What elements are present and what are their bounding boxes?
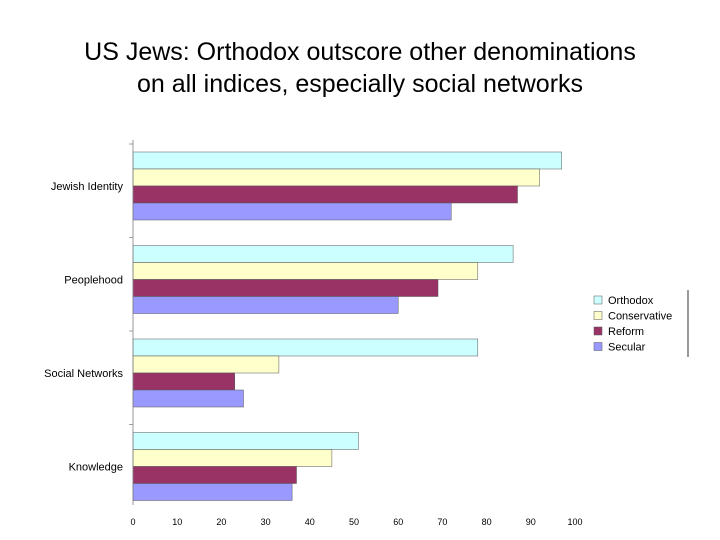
bar-jewish-identity-orthodox	[132, 151, 562, 170]
bar-knowledge-secular	[132, 483, 293, 501]
bar-peoplehood-secular	[132, 296, 399, 314]
bar-knowledge-conservative	[132, 449, 333, 467]
x-tick-label-50: 50	[349, 517, 359, 527]
category-label-peoplehood: Peoplehood	[64, 275, 123, 287]
x-tick-label-20: 20	[216, 517, 226, 527]
x-tick-label-60: 60	[393, 517, 403, 527]
bar-peoplehood-reform	[132, 279, 439, 297]
x-tick-label-30: 30	[261, 517, 271, 527]
x-tick-label-80: 80	[482, 517, 492, 527]
bar-social-networks-conservative	[132, 355, 280, 374]
bar-peoplehood-orthodox	[132, 245, 514, 263]
x-tick-label-70: 70	[437, 517, 447, 527]
x-tick-label-40: 40	[305, 517, 315, 527]
x-axis-ticks: 0 10 20 30 40 50 60 70 80 90 100	[130, 517, 582, 527]
chart-title-line-2: on all indices, especially social networ…	[136, 70, 584, 98]
bar-jewish-identity-conservative	[132, 168, 540, 187]
legend-label-conservative: Conservative	[608, 311, 672, 323]
bar-knowledge-reform	[132, 466, 297, 484]
legend-label-reform: Reform	[608, 326, 644, 338]
bar-jewish-identity-reform	[132, 185, 518, 204]
bar-social-networks-orthodox	[132, 338, 479, 357]
legend-swatch-reform	[593, 326, 603, 336]
chart-bars	[132, 151, 562, 501]
bar-social-networks-reform	[132, 372, 235, 391]
legend-swatch-secular	[593, 342, 603, 351]
bar-jewish-identity-secular	[132, 202, 452, 221]
category-label-social-networks: Social Networks	[44, 368, 123, 380]
chart-legend: Orthodox Conservative Reform Secular	[593, 290, 689, 357]
legend-label-secular: Secular	[608, 342, 646, 354]
legend-label-orthodox: Orthodox	[608, 295, 654, 307]
x-tick-label-100: 100	[567, 517, 582, 527]
bar-peoplehood-conservative	[132, 262, 479, 280]
chart-title-line-1: US Jews: Orthodox outscore other denomin…	[84, 38, 636, 66]
x-tick-label-0: 0	[130, 517, 135, 527]
bar-knowledge-orthodox	[132, 432, 359, 450]
y-axis-category-labels: Jewish Identity Peoplehood Social Networks…	[44, 181, 123, 474]
category-label-jewish-identity: Jewish Identity	[51, 181, 124, 193]
legend-swatch-orthodox	[593, 295, 603, 305]
legend-swatch-conservative	[593, 311, 603, 320]
x-tick-label-90: 90	[526, 517, 536, 527]
category-label-knowledge: Knowledge	[69, 462, 123, 474]
chart-axes	[129, 140, 134, 505]
chart-title: US Jews: Orthodox outscore other denomin…	[0, 36, 720, 100]
x-tick-label-10: 10	[172, 517, 182, 527]
bar-social-networks-secular	[132, 389, 244, 408]
